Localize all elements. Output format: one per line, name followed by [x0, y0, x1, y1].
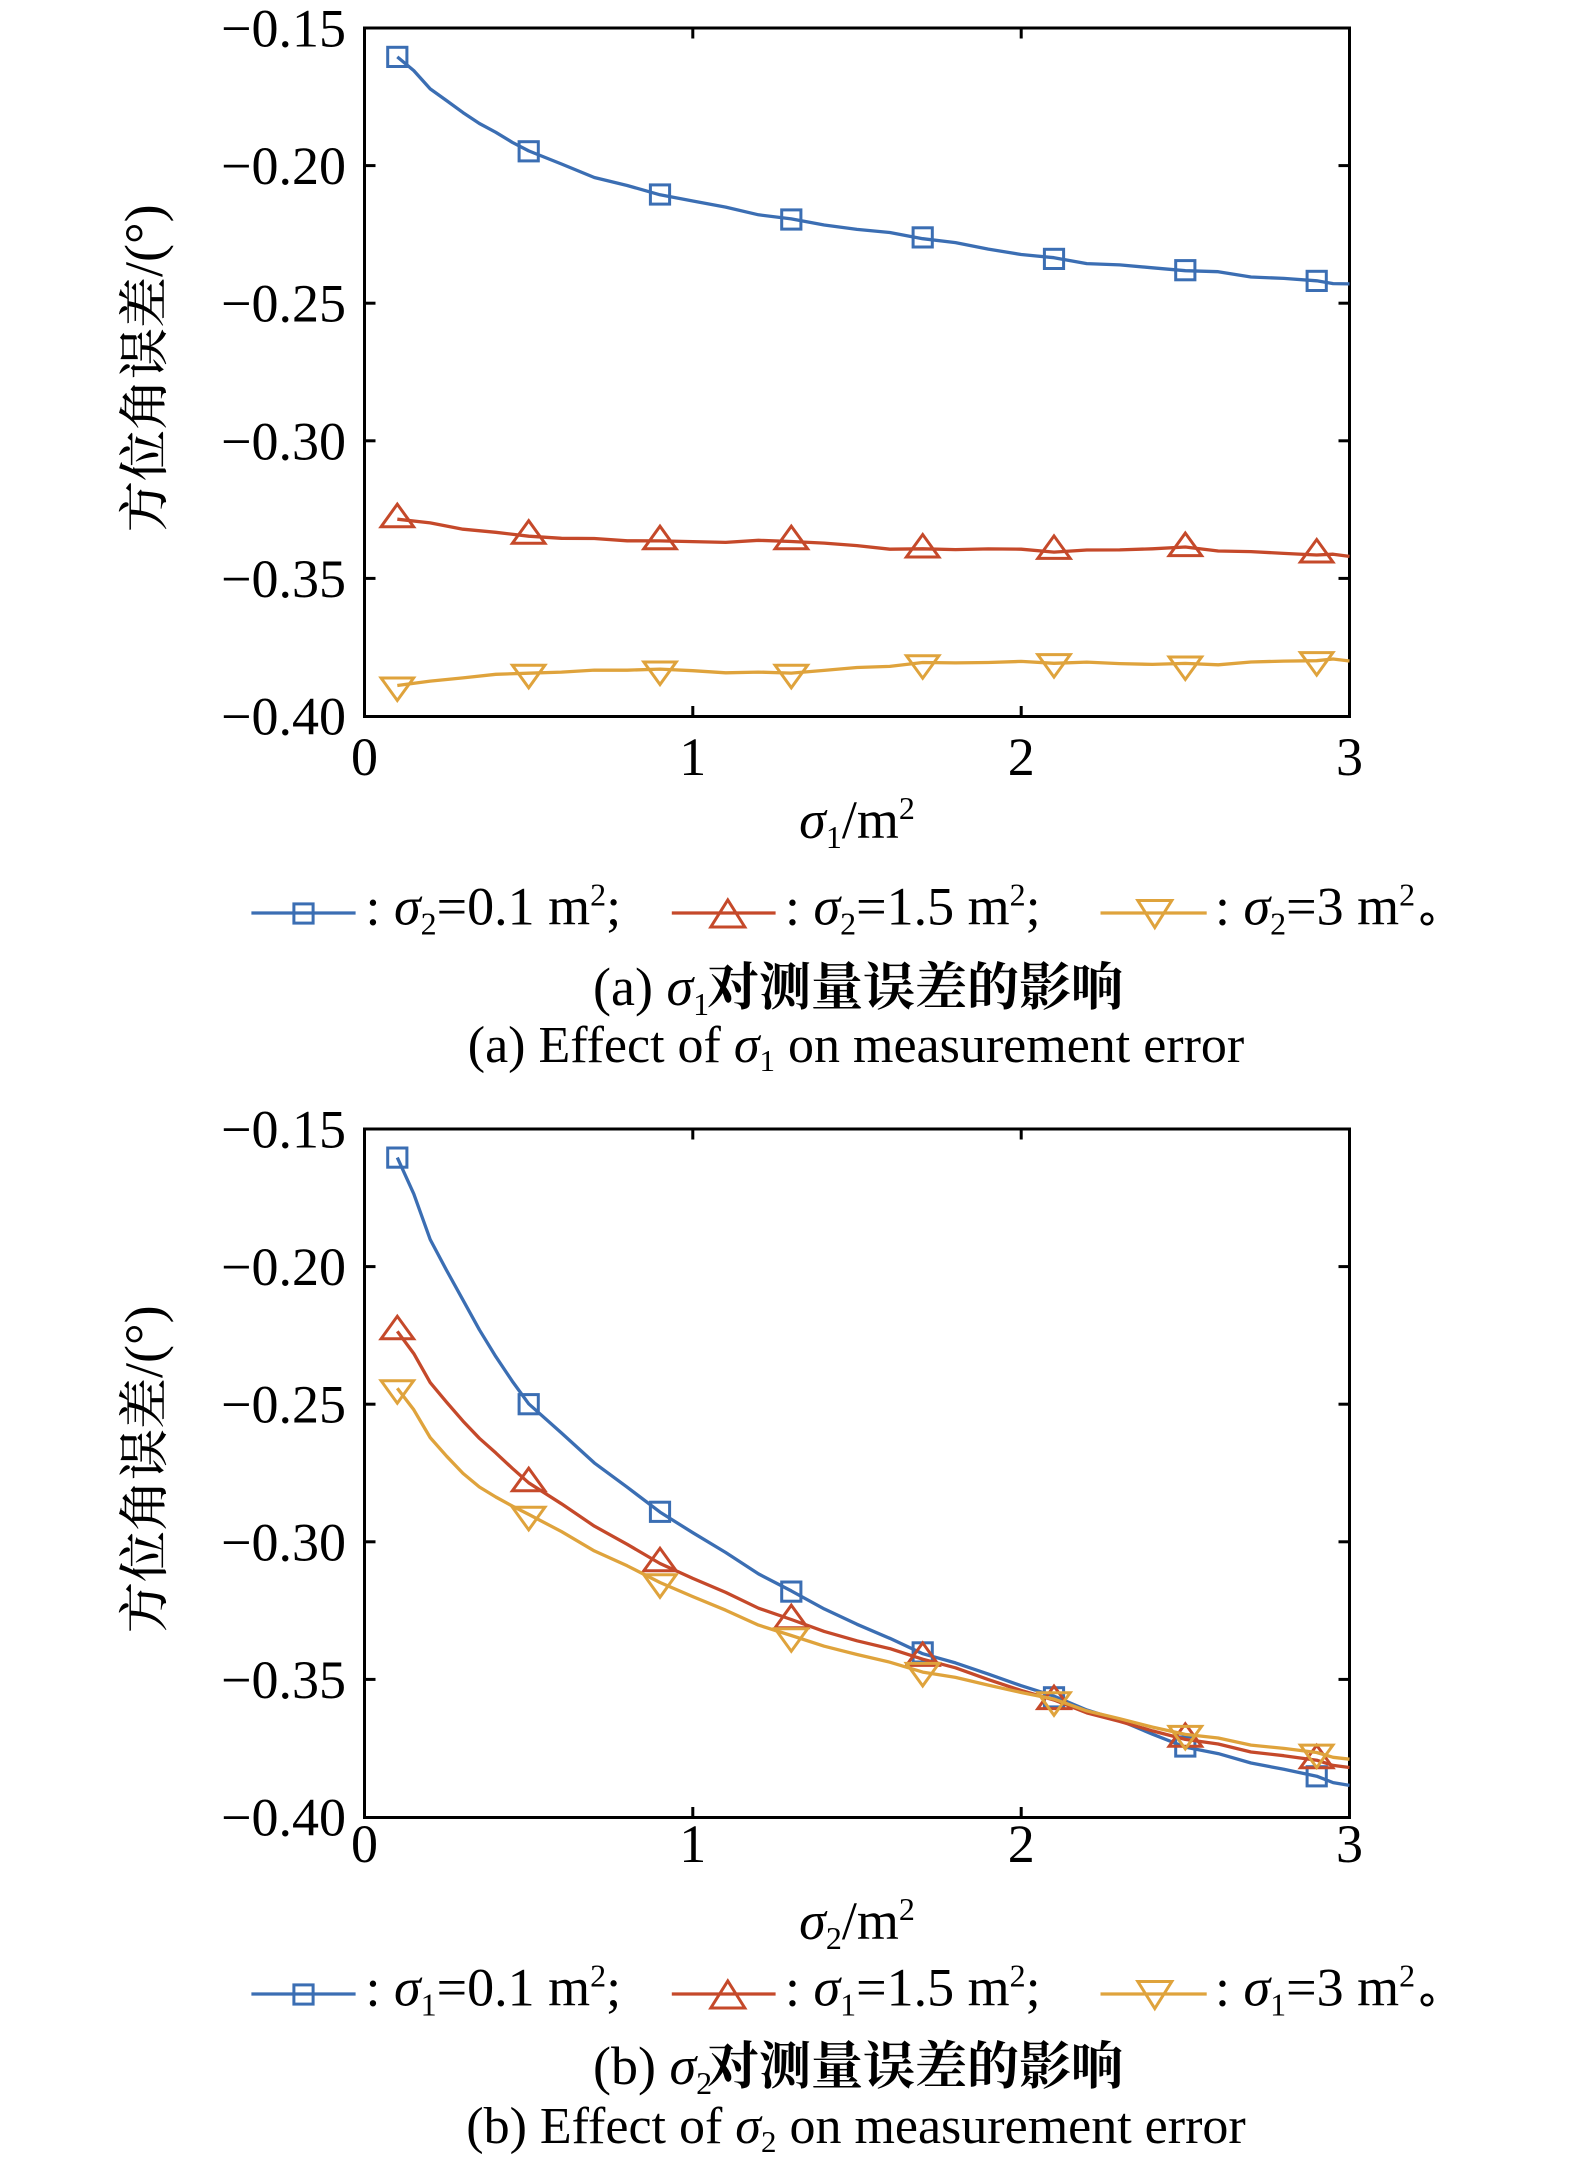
svg-text:−0.30: −0.30: [221, 411, 346, 471]
svg-text:1: 1: [679, 1814, 706, 1874]
svg-text:(a) σ1: (a) σ1: [593, 957, 709, 1022]
svg-text:σ1/m2: σ1/m2: [799, 790, 915, 855]
svg-text:: σ1=3 m2: : σ1=3 m2: [1215, 1958, 1415, 2023]
svg-text:/(°): /(°): [114, 1305, 174, 1378]
svg-text:: σ1=0.1 m2;: : σ1=0.1 m2;: [366, 1958, 622, 2023]
svg-text:2: 2: [1008, 727, 1035, 787]
svg-text:−0.15: −0.15: [221, 0, 346, 59]
svg-text:−0.40: −0.40: [221, 1788, 346, 1848]
svg-text:−0.20: −0.20: [221, 136, 346, 196]
svg-text:σ2/m2: σ2/m2: [799, 1891, 915, 1956]
svg-text:: σ2=3 m2: : σ2=3 m2: [1215, 877, 1415, 942]
svg-text:−0.25: −0.25: [221, 274, 346, 334]
svg-text:1: 1: [679, 727, 706, 787]
svg-text:(b) σ2: (b) σ2: [593, 2036, 712, 2101]
svg-text:: σ1=1.5 m2;: : σ1=1.5 m2;: [785, 1958, 1041, 2023]
svg-text:−0.15: −0.15: [221, 1100, 346, 1160]
svg-text:−0.35: −0.35: [221, 549, 346, 609]
svg-text:−0.30: −0.30: [221, 1512, 346, 1572]
svg-text:(b) Effect of σ2 on measuremen: (b) Effect of σ2 on measurement error: [466, 2098, 1245, 2159]
svg-text:: σ2=0.1 m2;: : σ2=0.1 m2;: [366, 877, 622, 942]
svg-text:/(°): /(°): [114, 204, 174, 277]
svg-text:−0.25: −0.25: [221, 1375, 346, 1435]
svg-text:2: 2: [1008, 1814, 1035, 1874]
svg-text:3: 3: [1336, 727, 1363, 787]
svg-text:3: 3: [1336, 1814, 1363, 1874]
svg-text:0: 0: [351, 727, 378, 787]
svg-text:(a) Effect of σ1 on measuremen: (a) Effect of σ1 on measurement error: [468, 1017, 1245, 1078]
svg-text:−0.40: −0.40: [221, 687, 346, 747]
svg-text:0: 0: [351, 1814, 378, 1874]
svg-text:−0.20: −0.20: [221, 1237, 346, 1297]
svg-text:: σ2=1.5 m2;: : σ2=1.5 m2;: [785, 877, 1041, 942]
svg-text:−0.35: −0.35: [221, 1650, 346, 1710]
